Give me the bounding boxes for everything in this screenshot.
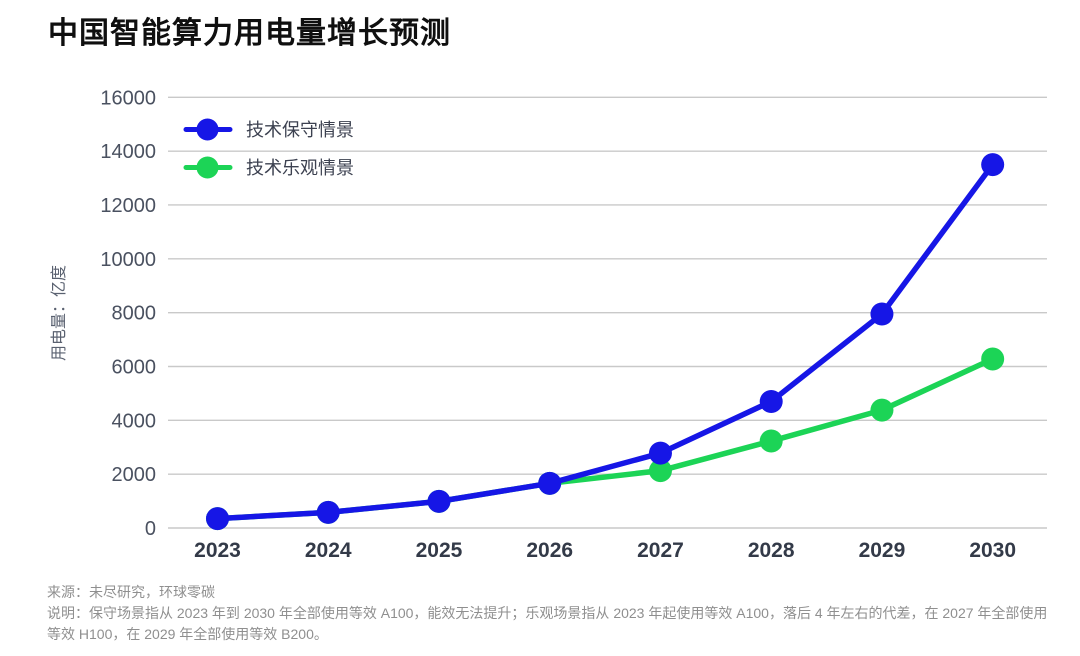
legend-marker-dot-conservative (196, 118, 219, 141)
data-point-optimistic-2029 (870, 398, 894, 422)
y-tick-label-2000: 2000 (112, 464, 157, 486)
y-tick-label-6000: 6000 (112, 356, 157, 378)
data-point-optimistic-2027 (648, 459, 672, 483)
y-tick-label-4000: 4000 (112, 410, 157, 432)
x-tick-label-2025: 2025 (416, 539, 463, 562)
legend-marker-dot-optimistic (196, 156, 219, 179)
y-tick-label-16000: 16000 (100, 87, 156, 109)
x-tick-label-2023: 2023 (194, 539, 241, 562)
x-tick-label-2026: 2026 (526, 539, 573, 562)
source-text: 来源：未尽研究，环球零碳 (47, 584, 215, 600)
line-chart-canvas: 0 2000 4000 6000 8000 10000 12000 14000 16000 用电量… (50, 87, 1047, 562)
data-point-conservative-2024 (316, 500, 340, 524)
legend-label-optimistic: 技术乐观情景 (246, 158, 354, 178)
data-point-conservative-2030 (981, 153, 1005, 177)
x-tick-label-2029: 2029 (859, 539, 906, 562)
data-point-conservative-2026 (538, 471, 562, 495)
legend-label-conservative: 技术保守情景 (246, 120, 354, 140)
data-point-conservative-2027 (648, 441, 672, 465)
data-point-optimistic-2030 (981, 347, 1005, 371)
data-point-conservative-2029 (870, 302, 894, 326)
x-tick-label-2028: 2028 (748, 539, 795, 562)
footnote-block: 来源：未尽研究，环球零碳 说明：保守场景指从 2023 年到 2030 年全部使… (47, 582, 1061, 645)
series-line-conservative (214, 161, 996, 522)
series-line-optimistic (214, 356, 996, 522)
note-text: 说明：保守场景指从 2023 年到 2030 年全部使用等效 A100，能效无法… (47, 605, 1048, 642)
x-tick-label-2024: 2024 (305, 539, 352, 562)
y-tick-label-8000: 8000 (112, 303, 157, 325)
data-point-conservative-2025 (427, 489, 451, 513)
x-tick-label-2030: 2030 (969, 539, 1016, 562)
data-point-conservative-2023 (206, 507, 229, 531)
y-tick-label-0: 0 (145, 518, 156, 540)
y-tick-label-10000: 10000 (100, 249, 156, 271)
data-point-optimistic-2028 (759, 429, 783, 453)
x-tick-label-2027: 2027 (637, 539, 684, 562)
page-title: 中国智能算力用电量增长预测 (48, 17, 451, 50)
data-point-conservative-2028 (759, 389, 783, 413)
y-axis-title: 用电量：亿度 (50, 265, 68, 361)
y-tick-label-12000: 12000 (100, 195, 156, 217)
y-tick-label-14000: 14000 (100, 141, 156, 163)
